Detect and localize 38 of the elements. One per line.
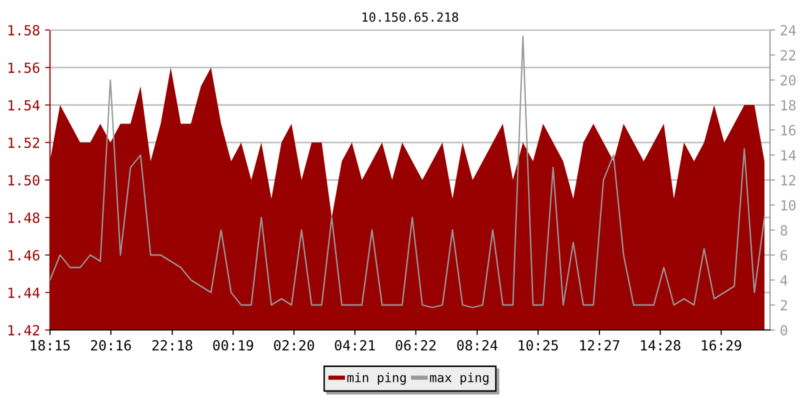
y2-tick-label: 24: [780, 25, 796, 36]
x-tick-label: 04:21: [334, 340, 375, 351]
y2-tick-label: 20: [780, 75, 796, 86]
y-tick-label: 1.58: [8, 25, 40, 36]
y-tick-label: 1.44: [8, 288, 40, 298]
y-tick-label: 1.54: [8, 100, 40, 111]
y2-tick-label: 8: [780, 225, 788, 236]
y2-tick-label: 6: [780, 250, 788, 261]
x-tick-label: 00:19: [213, 340, 254, 351]
y2-tick-label: 4: [780, 275, 788, 286]
y2-tick-label: 12: [781, 175, 796, 186]
legend-label: min ping: [347, 372, 406, 385]
x-tick-label: 08:24: [457, 340, 498, 351]
x-tick-label: 02:20: [274, 340, 314, 351]
chart-title: 10.150.65.218: [362, 12, 458, 22]
y2-tick-label: 16: [781, 125, 796, 136]
line-series: [50, 36, 766, 308]
x-tick-label: 20:16: [91, 340, 131, 351]
y2-tick-label: 0: [780, 325, 788, 336]
x-tick-label: 16:29: [702, 340, 742, 351]
x-tick-label: 10:25: [518, 340, 558, 351]
x-tick-label: 06:22: [396, 340, 436, 351]
y-tick-label: 1.48: [8, 212, 40, 224]
y2-tick-label: 22: [780, 50, 796, 60]
y2-tick-label: 18: [781, 100, 796, 111]
legend-label: max ping: [430, 372, 488, 385]
x-tick-label: 12:27: [580, 340, 620, 350]
y2-tick-label: 14: [781, 150, 796, 160]
y-tick-label: 1.52: [8, 138, 40, 148]
y2-tick-label: 10: [781, 200, 796, 211]
y2-tick-label: 2: [780, 300, 787, 310]
x-tick-label: 14:28: [641, 340, 680, 351]
y-tick-label: 1.46: [8, 250, 40, 261]
x-tick-label: 18:15: [30, 340, 70, 351]
y-tick-label: 1.42: [8, 325, 40, 336]
x-tick-label: 22:18: [152, 340, 192, 351]
y-tick-label: 1.50: [8, 175, 40, 186]
y-tick-label: 1.56: [8, 62, 40, 74]
